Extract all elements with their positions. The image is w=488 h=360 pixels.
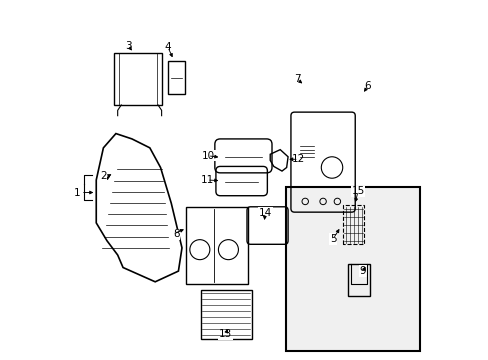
Text: 1: 1: [74, 188, 80, 198]
Text: 2: 2: [100, 171, 106, 181]
Text: 4: 4: [164, 42, 171, 52]
Bar: [114, 53, 162, 105]
Text: 9: 9: [359, 266, 366, 276]
Bar: [285, 187, 419, 351]
Text: 11: 11: [201, 175, 214, 185]
Text: 6: 6: [364, 81, 370, 91]
Bar: [167, 62, 184, 94]
Text: 12: 12: [291, 154, 305, 164]
Text: 5: 5: [329, 234, 336, 244]
Text: 14: 14: [258, 208, 271, 218]
Bar: [201, 290, 251, 339]
Text: 10: 10: [202, 151, 214, 161]
Text: 3: 3: [125, 41, 131, 51]
Bar: [347, 264, 369, 296]
Text: 13: 13: [219, 329, 232, 339]
Text: 8: 8: [172, 229, 179, 239]
Text: 7: 7: [293, 74, 300, 84]
Text: 15: 15: [351, 186, 364, 197]
